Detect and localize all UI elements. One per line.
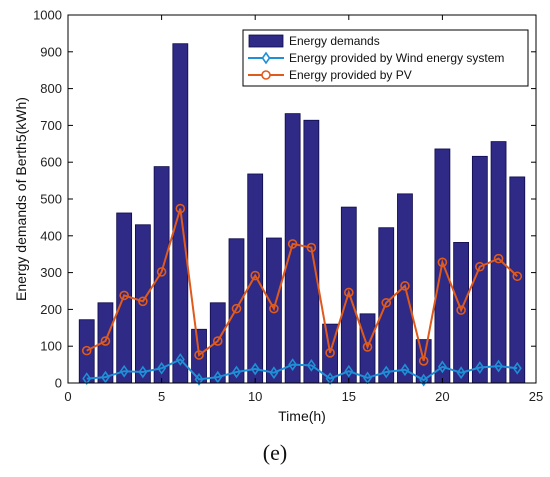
pv-point-14	[325, 348, 335, 358]
x-tick-label: 20	[435, 389, 449, 404]
wind-point-14	[325, 372, 335, 385]
y-tick-label: 1000	[33, 8, 62, 23]
wind-point-11	[269, 366, 279, 380]
pv-point-8	[212, 336, 223, 346]
wind-point-21	[456, 366, 466, 380]
x-tick-label: 25	[529, 389, 543, 404]
x-tick-label: 5	[158, 389, 165, 404]
wind-point-24	[512, 361, 522, 375]
pv-line	[86, 208, 518, 362]
wind-point-9	[232, 365, 241, 379]
axis-ticks: 0 5 10 15 20 25 0 100 200 300 400 500 600 700 800 900 10…	[33, 8, 543, 405]
wind-point-7	[194, 372, 204, 386]
pv-point-1	[81, 345, 92, 356]
wind-point-10	[250, 362, 260, 376]
y-tick-label: 900	[40, 44, 62, 59]
y-axis-label: Energy demands of Berth5(kWh)	[13, 97, 29, 301]
pv-point-10	[250, 270, 260, 281]
wind-point-20	[437, 360, 447, 374]
pv-point-3	[119, 290, 129, 301]
wind-point-1	[82, 372, 92, 385]
wind-point-8	[213, 370, 223, 384]
bar-22	[471, 155, 488, 384]
wind-point-4	[138, 365, 148, 379]
chart: 0 5 10 15 20 25 0 100 200 300 400 500 600 700 800 900 10…	[13, 8, 543, 425]
pv-point-5	[156, 267, 167, 277]
y-tick-label: 700	[40, 118, 62, 133]
pv-point-18	[400, 281, 410, 291]
line-series-pv	[81, 203, 523, 366]
legend-label-2: Energy provided by Wind energy system	[289, 51, 504, 65]
legend-label-1: Energy demands	[289, 34, 380, 48]
y-tick-label: 100	[40, 339, 62, 354]
y-tick-label: 200	[40, 302, 62, 317]
wind-point-17	[381, 365, 391, 379]
bar-9	[228, 238, 245, 384]
bar-21	[453, 242, 470, 384]
pv-point-24	[512, 271, 523, 282]
pv-point-9	[231, 303, 242, 314]
wind-point-13	[306, 358, 316, 372]
pv-point-13	[306, 242, 317, 253]
legend-swatch-wind-marker	[261, 51, 271, 65]
wind-point-15	[344, 364, 354, 378]
x-tick-label: 10	[248, 389, 262, 404]
pv-point-16	[362, 342, 373, 352]
pv-point-22	[475, 261, 485, 272]
pv-point-20	[437, 257, 448, 268]
wind-point-6	[175, 353, 185, 366]
legend-box	[242, 29, 529, 87]
pv-point-19	[418, 356, 429, 366]
pv-point-2	[100, 336, 111, 346]
legend: Energy demands Energy provided by Wind en…	[242, 29, 529, 87]
y-tick-label: 600	[40, 155, 62, 170]
y-tick-label: 0	[55, 376, 62, 391]
bar-5	[153, 166, 170, 384]
y-tick-label: 800	[40, 81, 62, 96]
pv-point-15	[343, 287, 354, 298]
line-series-wind	[82, 353, 522, 387]
y-tick-label: 400	[40, 228, 62, 243]
bar-4	[134, 224, 151, 384]
wind-point-23	[494, 359, 504, 373]
legend-swatch-bar	[248, 34, 284, 48]
bar-series-energy-demands	[78, 43, 526, 384]
x-tick-label: 0	[64, 389, 71, 404]
y-tick-label: 300	[40, 265, 62, 280]
legend-swatch-pv-marker	[261, 70, 271, 80]
y-tick-label: 500	[40, 192, 62, 207]
pv-point-12	[287, 239, 298, 249]
wind-point-22	[475, 361, 485, 374]
wind-point-5	[157, 361, 167, 375]
pv-point-23	[493, 253, 504, 264]
wind-line	[86, 358, 518, 382]
pv-point-21	[456, 305, 466, 315]
wind-point-2	[100, 370, 110, 384]
bar-17	[378, 227, 395, 384]
pv-point-4	[138, 296, 148, 307]
wind-point-3	[119, 364, 129, 378]
legend-label-3: Energy provided by PV	[289, 68, 412, 82]
figure-caption: (e)	[262, 440, 288, 465]
pv-point-17	[381, 297, 392, 308]
wind-point-19	[419, 373, 429, 387]
pv-point-7	[194, 350, 204, 360]
wind-point-18	[400, 363, 410, 377]
x-tick-label: 15	[342, 389, 356, 404]
wind-point-12	[288, 358, 298, 371]
pv-point-11	[269, 303, 279, 314]
pv-point-6	[175, 203, 186, 214]
x-axis-label: Time(h)	[278, 408, 326, 424]
bar-10	[247, 173, 264, 384]
